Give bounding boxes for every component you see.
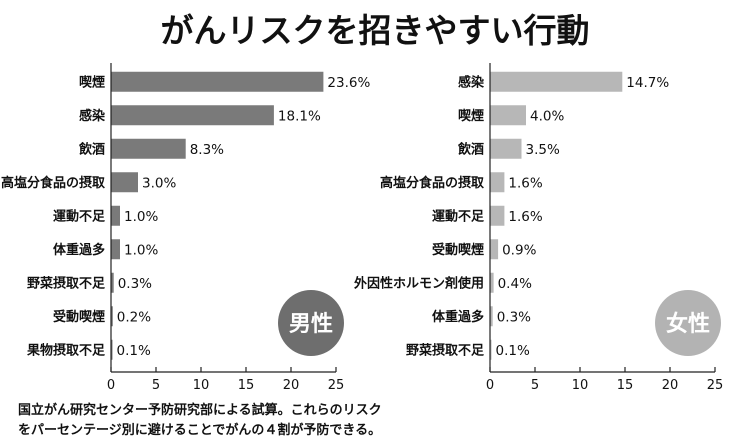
female-tick-label: 15 xyxy=(617,378,634,393)
female-category-label: 体重過多 xyxy=(432,309,484,325)
male-category-label: 野菜摂取不足 xyxy=(27,275,106,291)
note-line-2: をパーセンテージ別に避けることでがんの４割が予防できる。 xyxy=(18,422,381,438)
male-bar xyxy=(111,239,120,260)
male-panel: 喫煙 23.6% 感染 18.1% 飲酒 8.3% 高塩分食品の摂取 3.0% 運動不足 1.0%… xyxy=(1,63,370,393)
male-value-label: 3.0% xyxy=(142,175,176,191)
female-tick-label: 5 xyxy=(531,378,539,393)
female-panel: 感染 14.7% 喫煙 4.0% 飲酒 3.5% 高塩分食品の摂取 1.6% 運動不足 1.6% 受… xyxy=(353,63,723,393)
male-value-label: 1.0% xyxy=(124,242,158,258)
male-badge xyxy=(278,290,344,356)
male-category-label: 運動不足 xyxy=(53,208,106,224)
male-tick-label: 15 xyxy=(238,378,255,393)
male-category-label: 受動喫煙 xyxy=(53,309,105,325)
female-value-label: 4.0% xyxy=(530,108,564,124)
female-tick-label: 25 xyxy=(707,378,724,393)
male-bar xyxy=(111,339,113,360)
female-category-label: 喫煙 xyxy=(458,108,484,124)
male-tick-label: 10 xyxy=(193,378,210,393)
male-value-label: 18.1% xyxy=(278,108,321,124)
female-bar xyxy=(490,205,505,226)
female-value-label: 1.6% xyxy=(508,209,542,225)
male-value-label: 23.6% xyxy=(327,75,370,91)
female-category-label: 外因性ホルモン剤使用 xyxy=(353,275,484,291)
male-bar xyxy=(111,105,274,126)
female-category-label: 飲酒 xyxy=(457,141,484,157)
female-bar xyxy=(490,172,505,193)
female-tick-label: 20 xyxy=(662,378,679,393)
female-bar xyxy=(490,105,526,126)
female-value-label: 0.4% xyxy=(498,276,532,292)
male-bar xyxy=(111,71,324,92)
female-value-label: 0.3% xyxy=(497,309,531,325)
male-tick-label: 20 xyxy=(283,378,300,393)
male-value-label: 0.2% xyxy=(117,309,151,325)
chart-title: がんリスクを招きやすい行動 xyxy=(161,11,590,50)
male-tick-label: 0 xyxy=(107,378,115,393)
female-bar xyxy=(490,339,492,360)
female-value-label: 3.5% xyxy=(526,142,560,158)
female-category-label: 運動不足 xyxy=(432,208,485,224)
female-bar xyxy=(490,272,494,293)
female-category-label: 感染 xyxy=(458,74,485,90)
male-value-label: 0.3% xyxy=(118,276,152,292)
female-badge xyxy=(655,290,721,356)
male-category-label: 高塩分食品の摂取 xyxy=(1,175,106,191)
male-bar xyxy=(111,138,186,159)
male-bar xyxy=(111,205,120,226)
female-badge-label: 女性 xyxy=(666,311,710,337)
female-value-label: 0.9% xyxy=(502,242,536,258)
female-value-label: 0.1% xyxy=(496,343,530,359)
male-bar xyxy=(111,306,113,327)
male-value-label: 1.0% xyxy=(124,209,158,225)
female-bar xyxy=(490,306,493,327)
female-bar xyxy=(490,138,522,159)
male-bar xyxy=(111,172,138,193)
male-tick-label: 25 xyxy=(328,378,345,393)
female-category-label: 野菜摂取不足 xyxy=(406,342,485,358)
female-category-label: 受動喫煙 xyxy=(432,242,484,258)
female-value-label: 1.6% xyxy=(508,175,542,191)
male-category-label: 喫煙 xyxy=(79,74,105,90)
male-bar xyxy=(111,272,114,293)
female-bar xyxy=(490,239,499,260)
male-category-label: 飲酒 xyxy=(78,141,105,157)
male-badge-label: 男性 xyxy=(289,312,333,337)
male-tick-label: 5 xyxy=(152,378,160,393)
male-category-label: 果物摂取不足 xyxy=(26,342,106,358)
female-bar xyxy=(490,71,623,92)
male-category-label: 体重過多 xyxy=(53,242,105,258)
female-category-label: 高塩分食品の摂取 xyxy=(380,175,485,191)
female-value-label: 14.7% xyxy=(626,75,669,91)
male-value-label: 0.1% xyxy=(117,343,151,359)
male-value-label: 8.3% xyxy=(190,142,224,158)
male-category-label: 感染 xyxy=(79,108,106,124)
female-tick-label: 0 xyxy=(486,378,494,393)
female-tick-label: 10 xyxy=(572,378,589,393)
note-line-1: 国立がん研究センター予防研究部による試算。これらのリスク xyxy=(18,402,382,418)
